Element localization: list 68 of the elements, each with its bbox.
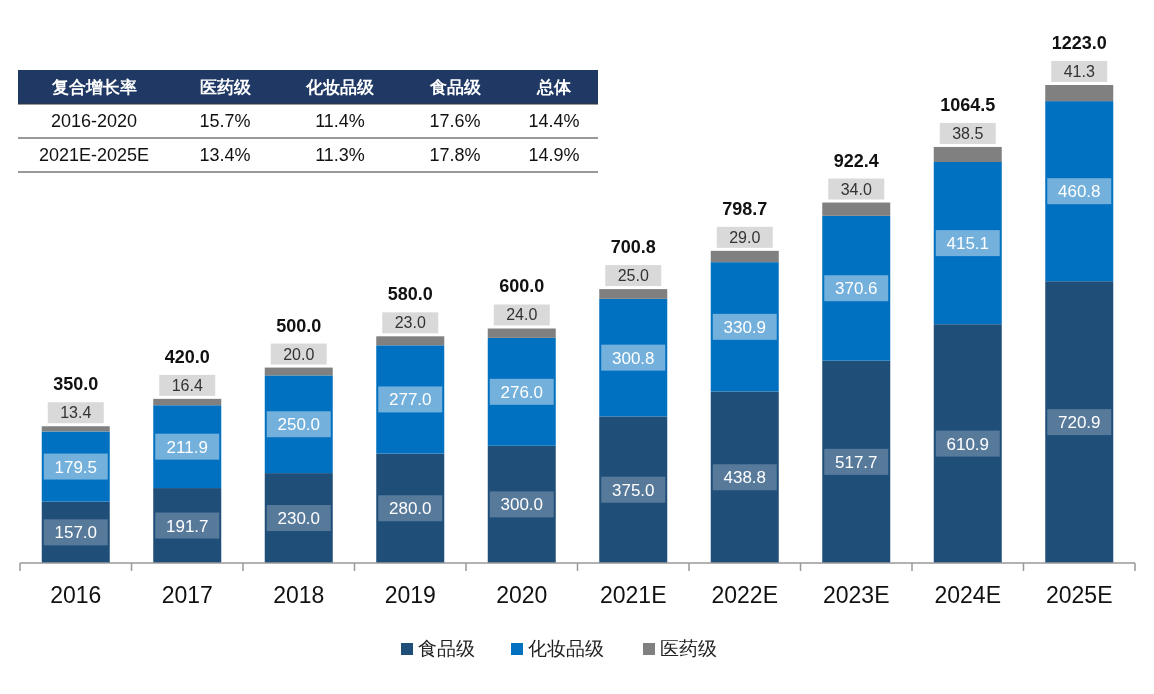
data-label: 720.9 xyxy=(1057,413,1101,433)
annotation: 11.4% xyxy=(315,111,365,131)
data-label: 517.7 xyxy=(834,452,878,472)
total-label: 350.0 xyxy=(53,374,99,395)
data-label: 23.0 xyxy=(394,314,426,332)
x-tick-label: 2019 xyxy=(384,582,436,608)
annotation: 14.9% xyxy=(528,145,580,165)
data-label: 20.0 xyxy=(283,345,315,363)
data-label: 277.0 xyxy=(388,390,432,410)
annotation: 2016-2020 xyxy=(50,111,138,131)
total-label: 700.8 xyxy=(610,237,656,258)
annotation: 复合增长率 xyxy=(50,78,137,97)
data-label: 24.0 xyxy=(506,306,538,324)
data-label: 276.0 xyxy=(500,382,544,402)
annotation: 14.4% xyxy=(528,111,580,131)
x-tick-label: 2018 xyxy=(273,582,325,608)
data-label: 38.5 xyxy=(952,124,984,142)
total-label: 1223.0 xyxy=(1051,33,1107,53)
total-label: 798.7 xyxy=(722,198,768,219)
data-label: 300.0 xyxy=(500,495,544,515)
data-label: 29.0 xyxy=(729,228,761,246)
data-label: 370.6 xyxy=(834,279,878,299)
data-label: 41.3 xyxy=(1063,63,1095,80)
legend-label: 医药级 xyxy=(660,638,717,659)
data-label: 280.0 xyxy=(388,499,432,519)
annotation: 2021E-2025E xyxy=(38,145,150,165)
data-label: 375.0 xyxy=(611,480,655,500)
x-tick-label: 2024E xyxy=(934,582,1002,608)
total-label: 922.4 xyxy=(833,150,879,171)
data-label: 34.0 xyxy=(840,180,872,198)
data-label: 179.5 xyxy=(54,457,98,477)
legend-label: 食品级 xyxy=(418,638,475,659)
x-tick-label: 2022E xyxy=(711,582,779,608)
data-label: 300.8 xyxy=(611,348,655,368)
data-label: 438.8 xyxy=(723,468,767,488)
data-label: 610.9 xyxy=(946,434,990,454)
total-label: 600.0 xyxy=(499,276,545,297)
data-label: 460.8 xyxy=(1057,182,1101,202)
annotation: 食品级 xyxy=(428,78,482,97)
total-label: 580.0 xyxy=(387,284,433,305)
data-label: 250.0 xyxy=(277,415,321,435)
annotation: 17.6% xyxy=(429,111,481,131)
data-label: 211.9 xyxy=(166,437,208,457)
data-label: 16.4 xyxy=(171,376,203,394)
legend-label: 化妆品级 xyxy=(528,638,604,659)
data-label: 191.7 xyxy=(165,516,209,536)
data-label: 415.1 xyxy=(946,234,990,254)
x-tick-label: 2016 xyxy=(50,582,102,608)
x-tick-label: 2025E xyxy=(1045,582,1113,608)
data-label: 157.0 xyxy=(54,523,98,543)
annotation: 13.4% xyxy=(199,145,251,165)
x-tick-label: 2021E xyxy=(599,582,667,608)
total-label: 500.0 xyxy=(276,315,322,336)
annotation: 总体 xyxy=(536,78,572,97)
annotation: 化妆品级 xyxy=(305,78,375,97)
data-label: 330.9 xyxy=(723,317,767,337)
data-label: 25.0 xyxy=(617,267,649,285)
data-label: 13.4 xyxy=(60,404,92,422)
annotation: 15.7% xyxy=(199,111,251,131)
x-tick-label: 2023E xyxy=(822,582,890,608)
x-tick-label: 2020 xyxy=(496,582,548,608)
annotation: 17.8% xyxy=(429,145,481,165)
annotation: 11.3% xyxy=(315,145,365,165)
total-label: 420.0 xyxy=(164,346,210,367)
x-tick-label: 2017 xyxy=(161,582,213,608)
annotation: 医药级 xyxy=(199,78,252,97)
data-label: 230.0 xyxy=(277,509,321,529)
total-label: 1064.5 xyxy=(940,94,996,115)
